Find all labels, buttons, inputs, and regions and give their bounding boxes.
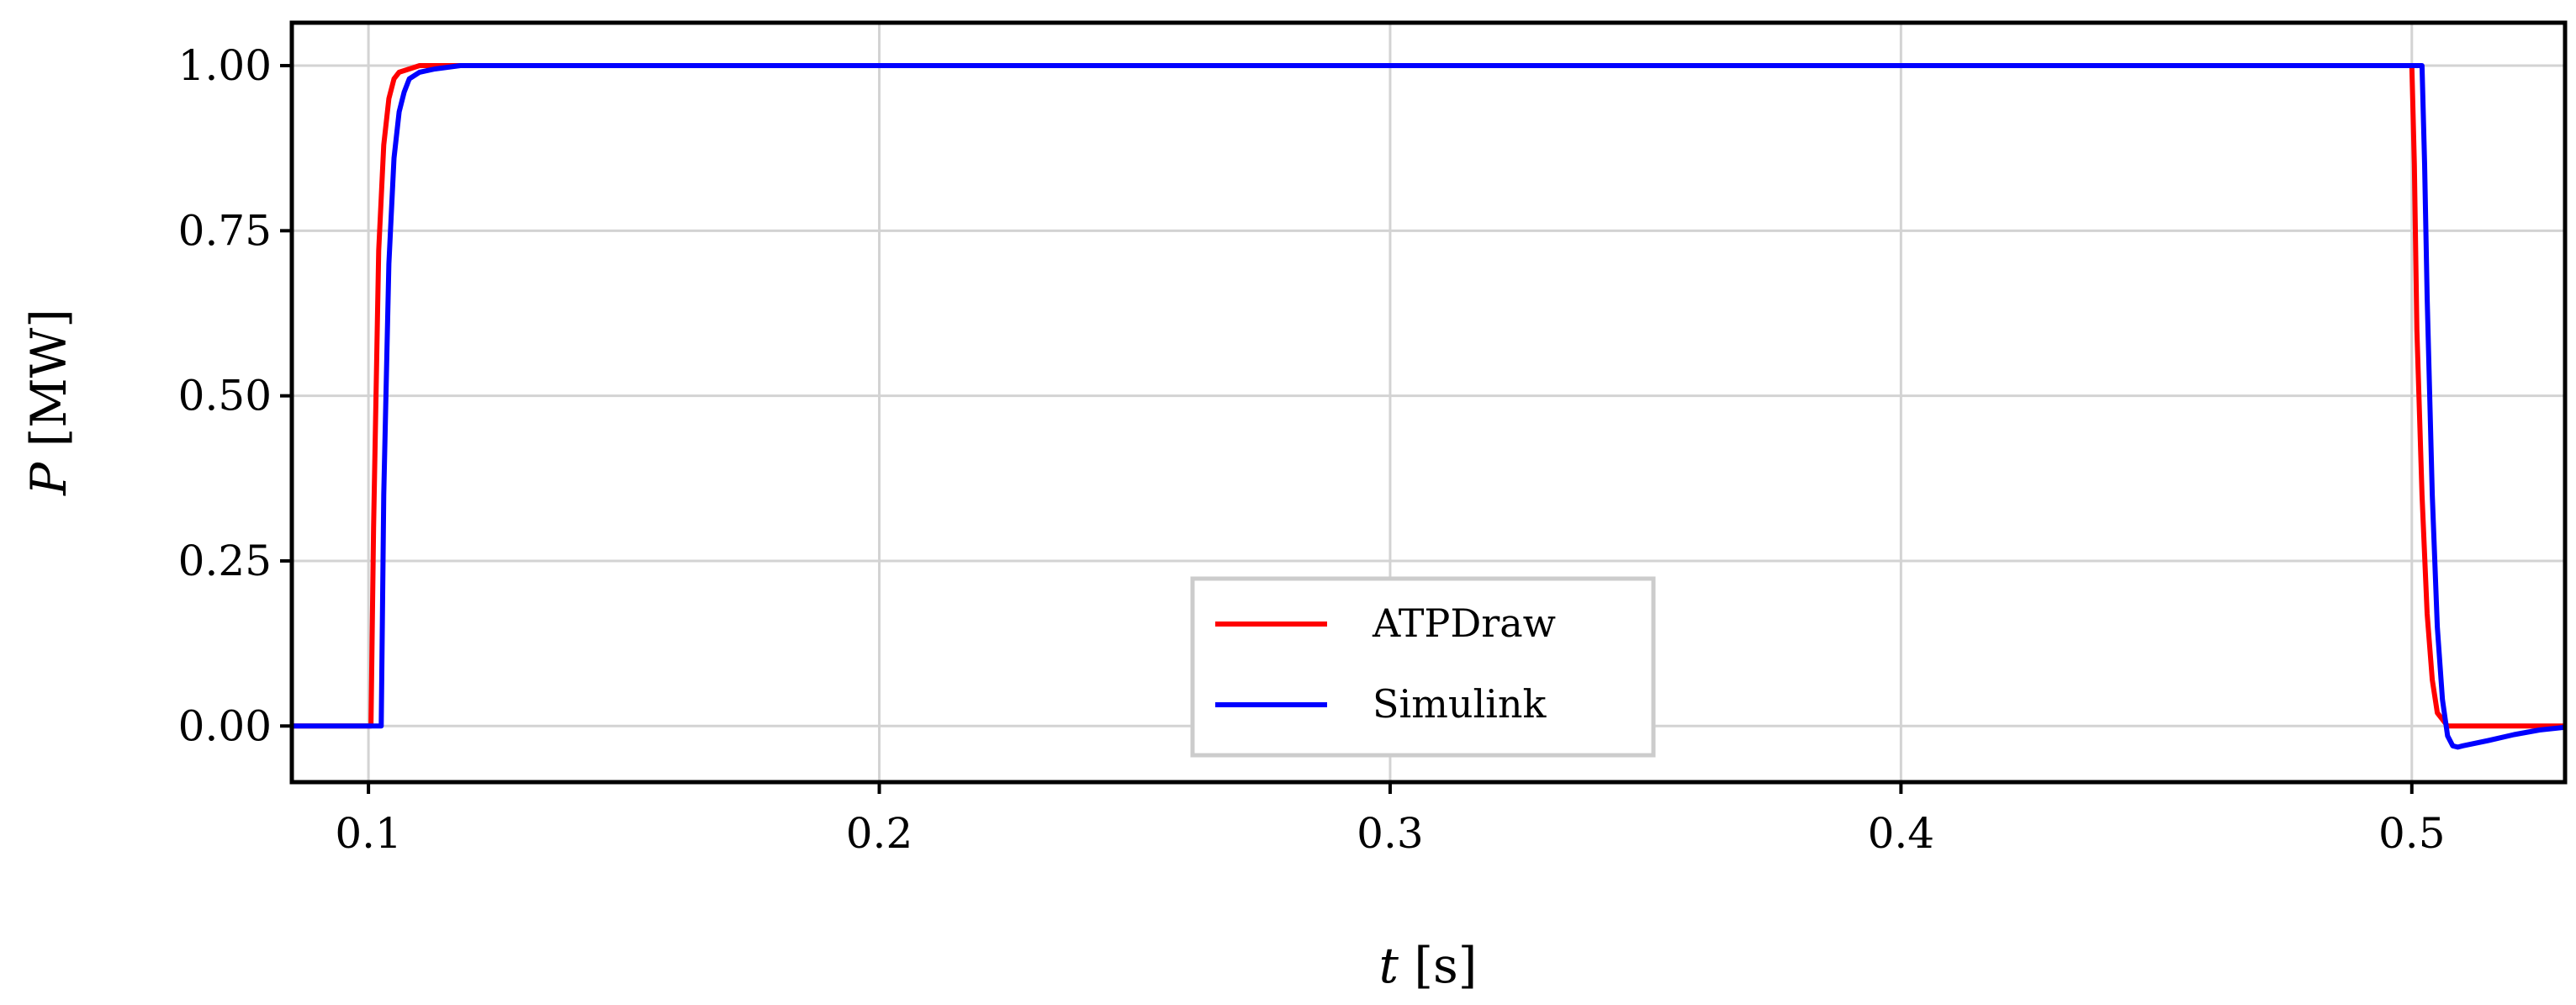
x-axis-ticks: 0.1 0.2 0.3 0.4 0.5	[335, 782, 2446, 858]
legend-label-simulink: Simulink	[1373, 681, 1547, 727]
y-axis-symbol: P	[20, 462, 77, 496]
x-tick-label-0-2: 0.2	[846, 809, 913, 858]
x-tick-label-0-5: 0.5	[2378, 809, 2446, 858]
x-tick-label-0-1: 0.1	[335, 809, 402, 858]
y-axis-label: P [MW]	[20, 309, 77, 496]
x-axis-unit: [s]	[1399, 937, 1477, 994]
x-tick-label-0-3: 0.3	[1357, 809, 1424, 858]
y-tick-label-0-00: 0.00	[178, 701, 272, 750]
x-axis-symbol: t	[1379, 937, 1399, 994]
y-tick-label-0-75: 0.75	[178, 206, 272, 255]
y-tick-label-0-25: 0.25	[178, 537, 272, 585]
series-layer	[292, 63, 2565, 750]
legend-box	[1190, 576, 1656, 758]
legend-label-atpdraw: ATPDraw	[1372, 600, 1556, 646]
plot-frame	[289, 20, 2568, 785]
y-axis-ticks: 0.00 0.25 0.50 0.75 1.00	[178, 41, 292, 750]
y-tick-label-1-00: 1.00	[178, 41, 272, 90]
y-tick-label-0-50: 0.50	[178, 372, 272, 421]
y-axis-unit: [MW]	[20, 309, 77, 463]
x-tick-label-0-4: 0.4	[1868, 809, 1935, 858]
legend: ATPDraw Simulink	[1190, 576, 1656, 758]
x-axis-label: t [s]	[1379, 937, 1478, 994]
series-line-simulink	[292, 63, 2565, 750]
